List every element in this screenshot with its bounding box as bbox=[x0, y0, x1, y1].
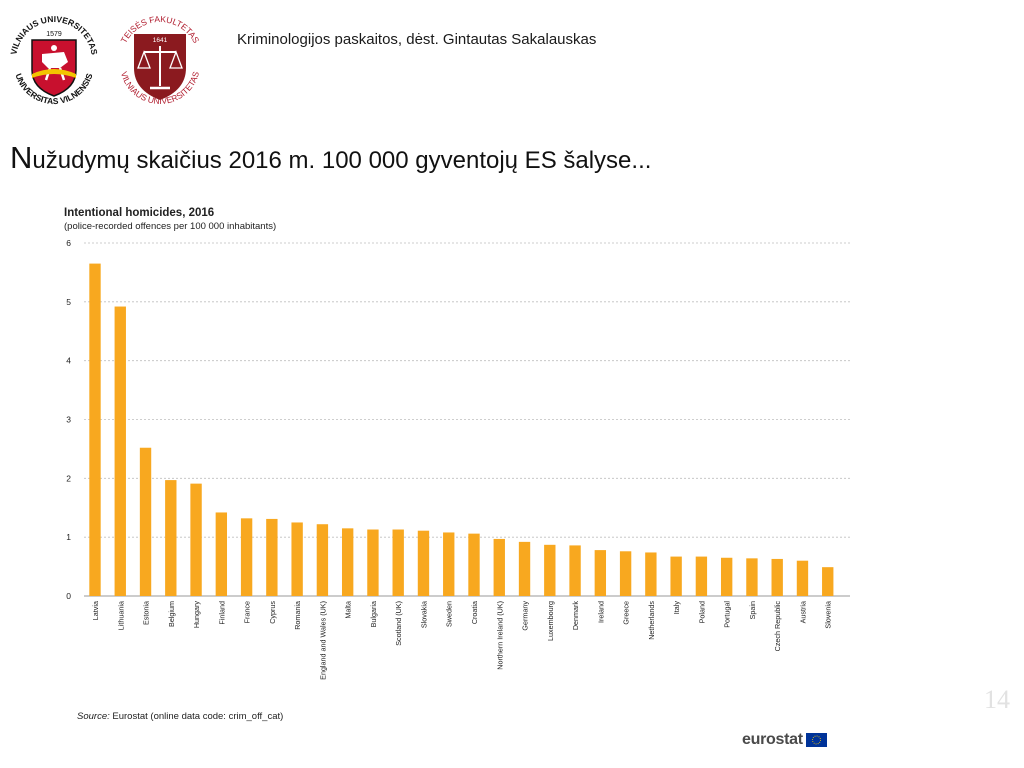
bar bbox=[720, 557, 733, 596]
bar bbox=[594, 550, 607, 596]
bar bbox=[291, 522, 303, 596]
bar bbox=[139, 447, 152, 596]
x-tick-label: Romania bbox=[293, 601, 302, 630]
y-tick-label: 3 bbox=[66, 415, 71, 425]
bar bbox=[670, 556, 682, 596]
eurostat-wordmark: eurostat bbox=[742, 731, 803, 748]
x-tick-label: Cyprus bbox=[268, 601, 277, 624]
x-tick-label: Latvia bbox=[91, 601, 100, 620]
y-tick-label: 0 bbox=[66, 591, 71, 601]
x-tick-label: Lithuania bbox=[116, 601, 125, 630]
x-tick-label: Portugal bbox=[723, 601, 732, 628]
y-tick-label: 1 bbox=[66, 532, 71, 542]
eu-flag-icon bbox=[805, 733, 827, 747]
bar bbox=[771, 558, 783, 596]
bar bbox=[417, 530, 430, 596]
x-tick-label: Germany bbox=[521, 601, 530, 631]
logo-vu-year: 1579 bbox=[46, 31, 62, 38]
x-tick-label: England and Wales (UK) bbox=[318, 601, 327, 680]
x-tick-label: Czech Republic bbox=[773, 601, 782, 652]
x-tick-label: France bbox=[243, 601, 252, 623]
x-tick-label: Spain bbox=[748, 601, 757, 619]
law-faculty-logo: TEISĖS FAKULTETAS VILNIAUS UNIVERSITETAS… bbox=[119, 14, 202, 106]
y-tick-label: 6 bbox=[66, 238, 71, 248]
course-header: Kriminologijos paskaitos, dėst. Gintauta… bbox=[237, 31, 597, 48]
x-tick-label: Denmark bbox=[571, 601, 580, 631]
x-tick-label: Hungary bbox=[192, 601, 201, 629]
bar bbox=[493, 538, 505, 596]
x-tick-label: Austria bbox=[798, 601, 807, 623]
x-tick-label: Greece bbox=[622, 601, 631, 625]
x-tick-label: Estonia bbox=[142, 601, 151, 625]
logo-tf-year: 1641 bbox=[153, 37, 168, 44]
x-tick-label: Italy bbox=[672, 601, 681, 615]
bar bbox=[822, 567, 834, 596]
bar bbox=[695, 556, 708, 596]
chart-subtitle: (police-recorded offences per 100 000 in… bbox=[64, 221, 277, 232]
bar bbox=[215, 512, 228, 596]
x-tick-label: Ireland bbox=[596, 601, 605, 623]
bar bbox=[569, 545, 581, 596]
bar bbox=[518, 541, 531, 596]
x-tick-label: Slovakia bbox=[419, 601, 428, 628]
x-tick-label: Finland bbox=[217, 601, 226, 625]
x-tick-label: Croatia bbox=[470, 601, 479, 624]
bar bbox=[316, 524, 329, 596]
source-label: Source: bbox=[77, 711, 110, 722]
x-tick-label: Poland bbox=[697, 601, 706, 623]
bar bbox=[443, 532, 455, 596]
slide-title-rest: užudymų skaičius 2016 m. 100 000 gyvento… bbox=[32, 147, 652, 174]
bar bbox=[544, 544, 556, 596]
bar bbox=[165, 480, 177, 596]
x-tick-label: Malta bbox=[344, 601, 353, 619]
bar bbox=[746, 558, 758, 596]
slide-title-initial: N bbox=[10, 140, 33, 175]
source-text: Eurostat (online data code: crim_off_cat… bbox=[109, 711, 284, 722]
x-tick-label: Sweden bbox=[445, 601, 454, 627]
bar bbox=[240, 518, 253, 596]
x-tick-label: Belgium bbox=[167, 601, 176, 627]
bar bbox=[89, 263, 101, 596]
bar bbox=[114, 306, 126, 596]
page-number: 14 bbox=[984, 685, 1010, 714]
slide-title: Nužudymų skaičius 2016 m. 100 000 gyvent… bbox=[10, 140, 651, 176]
bar bbox=[266, 518, 278, 596]
x-tick-label: Slovenia bbox=[824, 601, 833, 629]
vilnius-university-logo: VILNIAUS UNIVERSITETAS UNIVERSITAS VILNE… bbox=[8, 14, 99, 106]
eurostat-logo: eurostat bbox=[742, 731, 827, 749]
bar bbox=[367, 529, 379, 596]
source-note: Source: Eurostat (online data code: crim… bbox=[77, 711, 283, 722]
y-tick-label: 5 bbox=[66, 297, 71, 307]
bar bbox=[645, 552, 657, 596]
y-tick-label: 2 bbox=[66, 473, 71, 483]
x-tick-label: Northern Ireland (UK) bbox=[495, 601, 504, 670]
bar bbox=[190, 483, 202, 596]
x-tick-label: Scotland (UK) bbox=[394, 601, 403, 646]
x-tick-label: Luxembourg bbox=[546, 601, 555, 641]
bar bbox=[619, 551, 632, 596]
bar bbox=[392, 529, 404, 596]
x-tick-label: Bulgaria bbox=[369, 601, 378, 627]
y-tick-label: 4 bbox=[66, 356, 71, 366]
bar bbox=[796, 560, 809, 596]
x-tick-label: Netherlands bbox=[647, 601, 656, 640]
bar bbox=[468, 533, 480, 596]
bar bbox=[341, 528, 354, 596]
chart-title: Intentional homicides, 2016 bbox=[64, 207, 215, 219]
